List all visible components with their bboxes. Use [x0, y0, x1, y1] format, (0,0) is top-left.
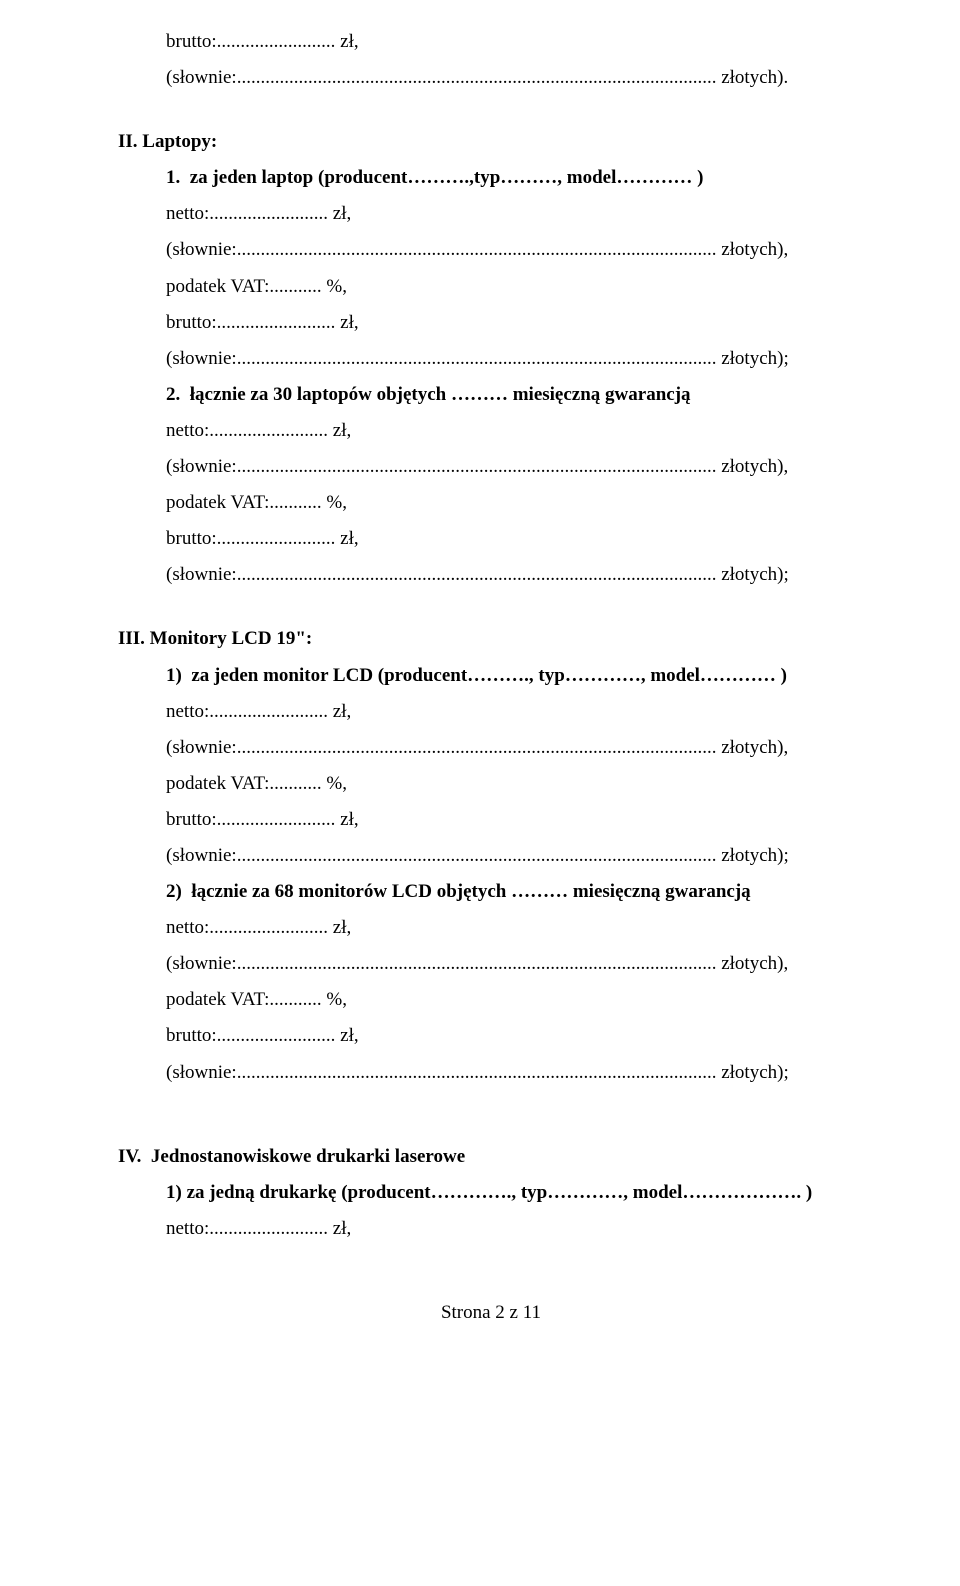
section-2-item1-slownie1: (słownie:...............................… [166, 232, 864, 268]
section-3-item2-slownie2: (słownie:...............................… [166, 1055, 864, 1091]
section-3-item1-vat: podatek VAT:........... %, [166, 766, 864, 802]
section-2-item2-title: 2. łącznie za 30 laptopów objętych ……… m… [166, 377, 864, 413]
section-4-item1-title: 1) za jedną drukarkę (producent…………., ty… [166, 1175, 864, 1211]
page-footer: Strona 2 z 11 [118, 1295, 864, 1331]
section-2-item1-title: 1. za jeden laptop (producent……….,typ………… [166, 160, 864, 196]
section-3-item1-title: 1) za jeden monitor LCD (producent………., … [166, 658, 864, 694]
section-2-item1-brutto: brutto:......................... zł, [166, 305, 864, 341]
section-2-item1-netto: netto:......................... zł, [166, 196, 864, 232]
slownie-line-top: (słownie:...............................… [166, 60, 864, 96]
section-3-item2-title: 2) łącznie za 68 monitorów LCD objętych … [166, 874, 864, 910]
section-3-item1-slownie2: (słownie:...............................… [166, 838, 864, 874]
section-3-item2-brutto: brutto:......................... zł, [166, 1018, 864, 1054]
brutto-line-top: brutto:......................... zł, [166, 24, 864, 60]
section-3-item1-slownie1: (słownie:...............................… [166, 730, 864, 766]
section-2-item2-netto: netto:......................... zł, [166, 413, 864, 449]
section-3-item2-slownie1: (słownie:...............................… [166, 946, 864, 982]
section-3-item2-vat: podatek VAT:........... %, [166, 982, 864, 1018]
section-3-item1-netto: netto:......................... zł, [166, 694, 864, 730]
section-4-item1-netto: netto:......................... zł, [166, 1211, 864, 1247]
section-2-item1-vat: podatek VAT:........... %, [166, 269, 864, 305]
section-3-item2-netto: netto:......................... zł, [166, 910, 864, 946]
section-3-heading: III. Monitory LCD 19": [118, 621, 864, 657]
section-2-item2-slownie1: (słownie:...............................… [166, 449, 864, 485]
section-2-item2-slownie2: (słownie:...............................… [166, 557, 864, 593]
section-2-item1-slownie2: (słownie:...............................… [166, 341, 864, 377]
section-2-heading: II. Laptopy: [118, 124, 864, 160]
section-4-heading: IV. Jednostanowiskowe drukarki laserowe [118, 1139, 864, 1175]
section-3-item1-brutto: brutto:......................... zł, [166, 802, 864, 838]
section-2-item2-vat: podatek VAT:........... %, [166, 485, 864, 521]
section-2-item2-brutto: brutto:......................... zł, [166, 521, 864, 557]
